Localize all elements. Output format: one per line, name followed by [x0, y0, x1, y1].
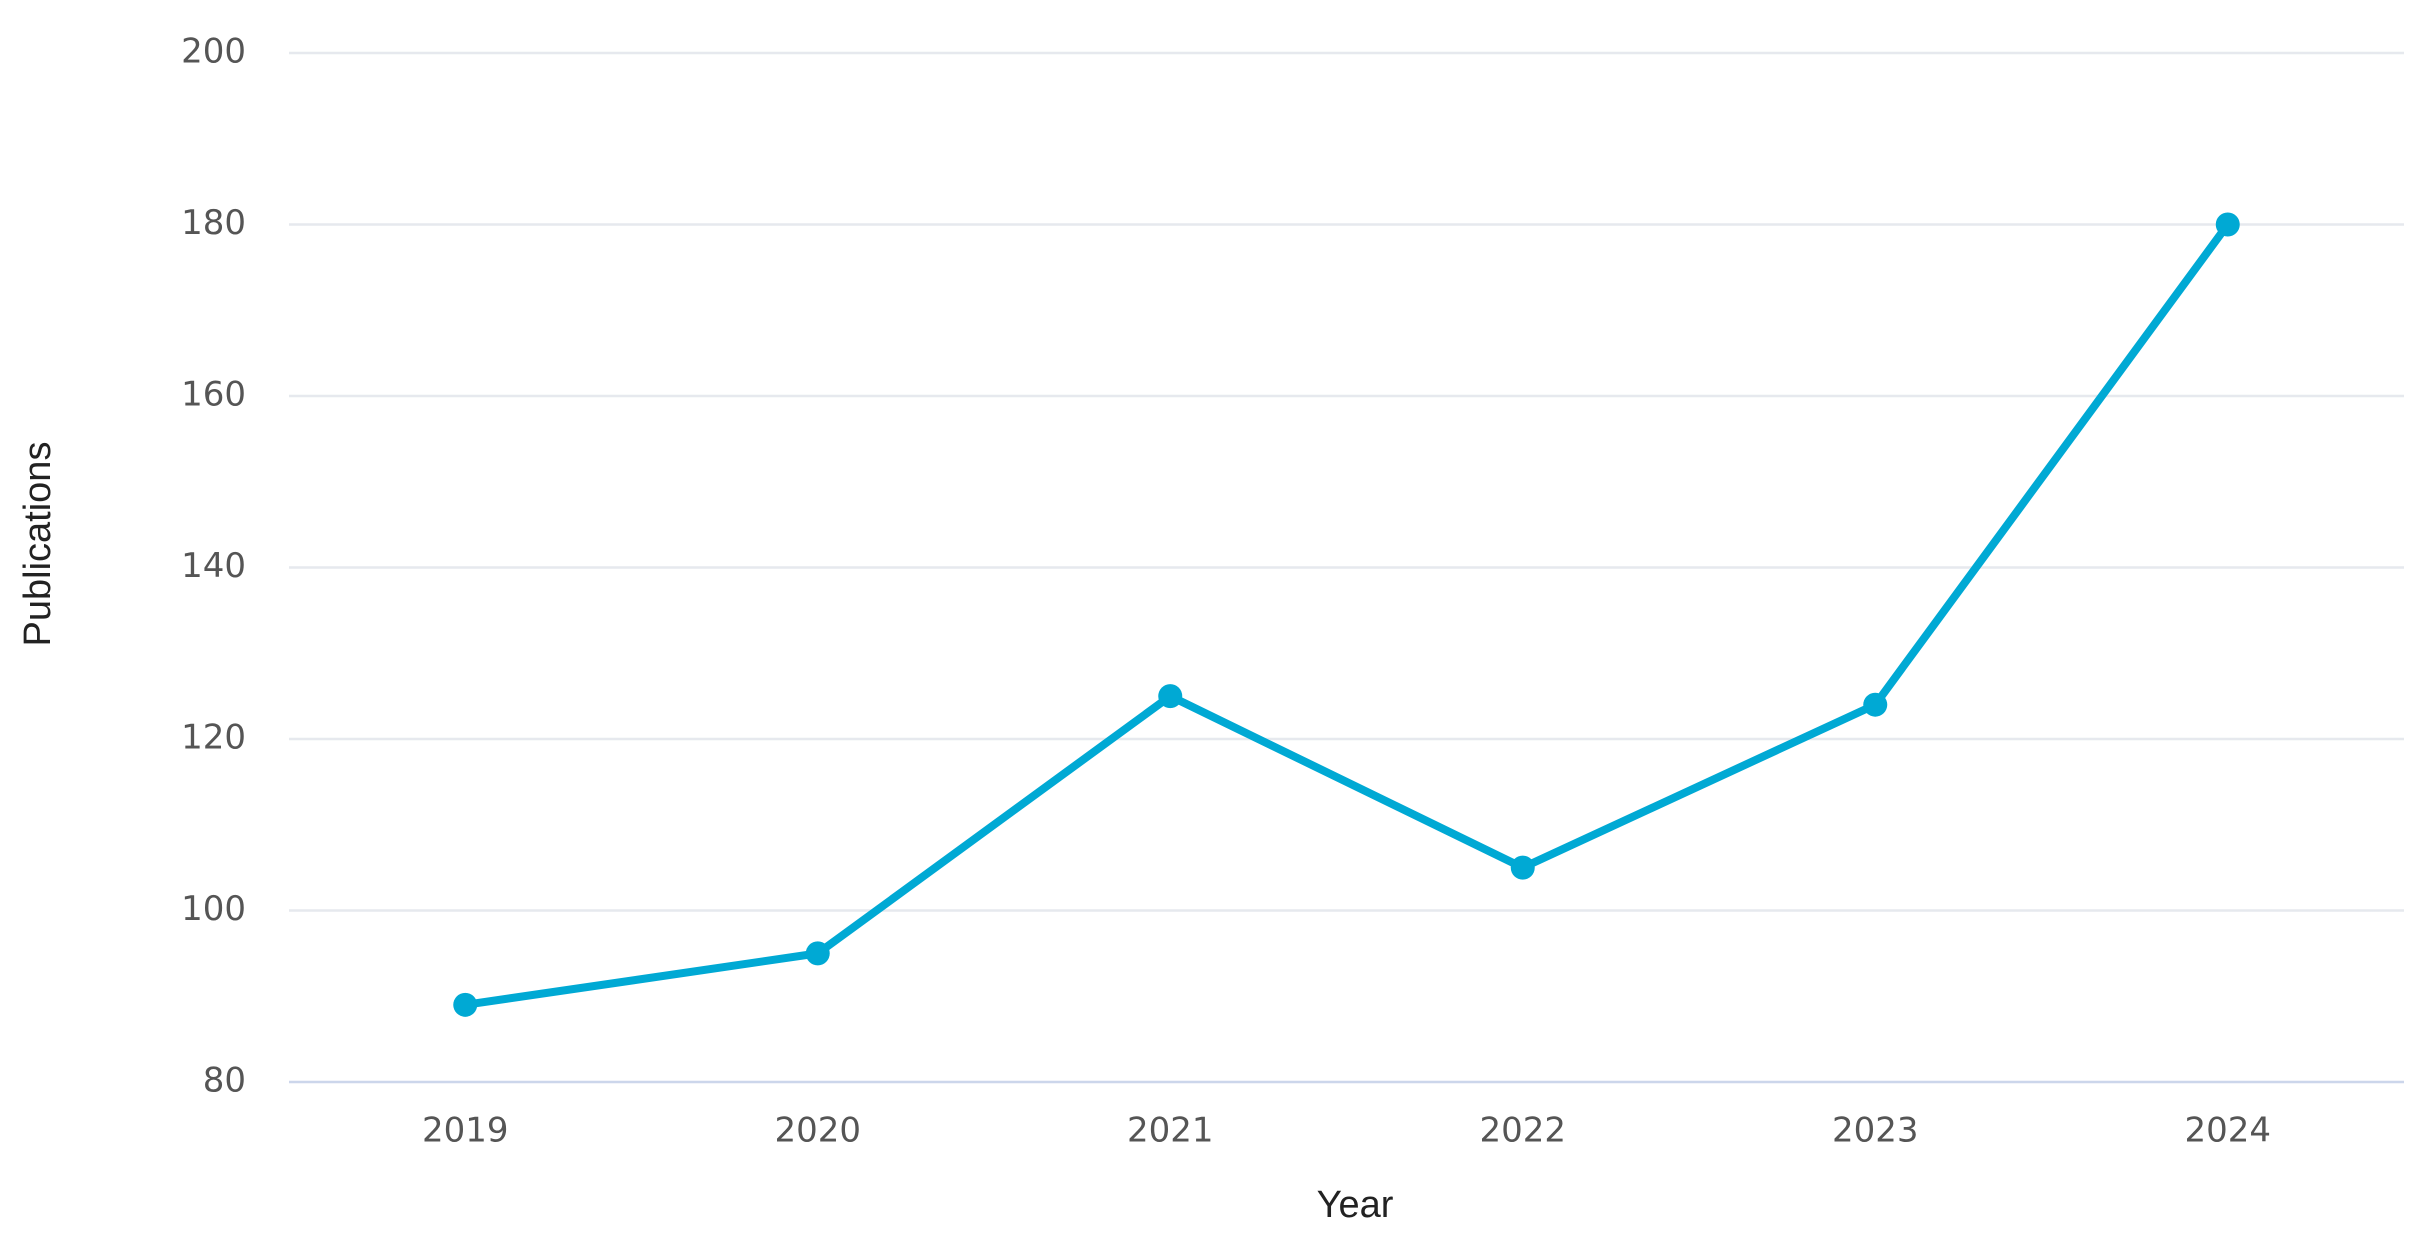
data-point	[1863, 692, 1888, 717]
y-tick-label: 200	[181, 32, 246, 72]
y-tick-label: 80	[203, 1061, 246, 1101]
x-tick-label: 2021	[1127, 1111, 1214, 1151]
x-tick-label: 2020	[774, 1111, 861, 1151]
y-axis-title: Publications	[17, 442, 59, 647]
x-tick-label: 2022	[1479, 1111, 1566, 1151]
data-point	[2215, 212, 2240, 237]
y-tick-label: 100	[181, 889, 246, 929]
data-point	[453, 992, 478, 1017]
y-tick-label: 160	[181, 375, 246, 415]
y-tick-label: 120	[181, 718, 246, 758]
x-tick-label: 2019	[422, 1111, 509, 1151]
x-tick-label: 2023	[1832, 1111, 1919, 1151]
y-tick-label: 180	[181, 203, 246, 243]
data-point	[1510, 855, 1535, 880]
data-point	[1158, 684, 1183, 709]
data-line	[461, 220, 2232, 1009]
y-tick-label: 140	[181, 546, 246, 586]
x-tick-label: 2024	[2184, 1111, 2271, 1151]
x-axis-title: Year	[1317, 1184, 1394, 1226]
data-point	[805, 941, 830, 966]
